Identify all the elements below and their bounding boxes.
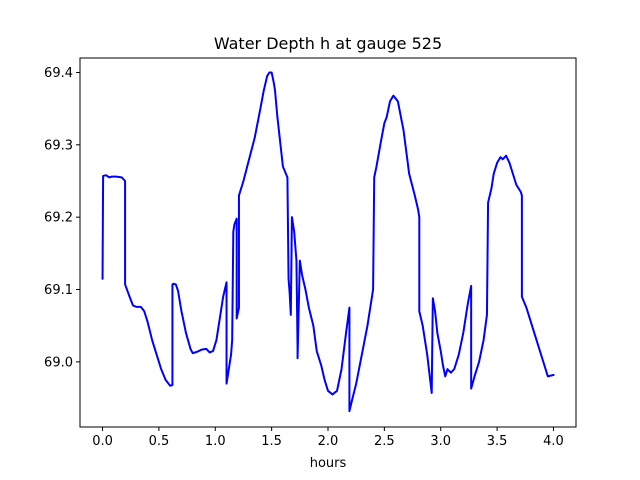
x-tick-label: 1.5 (261, 434, 282, 449)
x-tick-label: 3.0 (430, 434, 451, 449)
x-tick-label: 2.0 (318, 434, 339, 449)
series-line-0 (101, 71, 555, 413)
ticks-layer: 0.0 0.5 1.0 1.5 2.0 2.5 3.0 3.5 4.0 69.0 69.1 69.2 6… (44, 66, 564, 449)
y-tick-label: 69.0 (44, 355, 73, 370)
y-tick-label: 69.3 (44, 138, 73, 153)
x-axis-label: hours (310, 456, 347, 471)
y-tick-label: 69.2 (44, 211, 73, 226)
chart-title: Water Depth h at gauge 525 (214, 34, 442, 53)
x-tick-label: 3.5 (487, 434, 508, 449)
x-tick-label: 0.5 (149, 434, 170, 449)
plot-layer (101, 71, 555, 413)
y-tick-label: 69.1 (44, 283, 73, 298)
x-tick-label: 4.0 (543, 434, 564, 449)
x-tick-label: 0.0 (92, 434, 113, 449)
y-tick-label: 69.4 (44, 66, 73, 81)
x-tick-label: 1.0 (205, 434, 226, 449)
x-tick-label: 2.5 (374, 434, 395, 449)
